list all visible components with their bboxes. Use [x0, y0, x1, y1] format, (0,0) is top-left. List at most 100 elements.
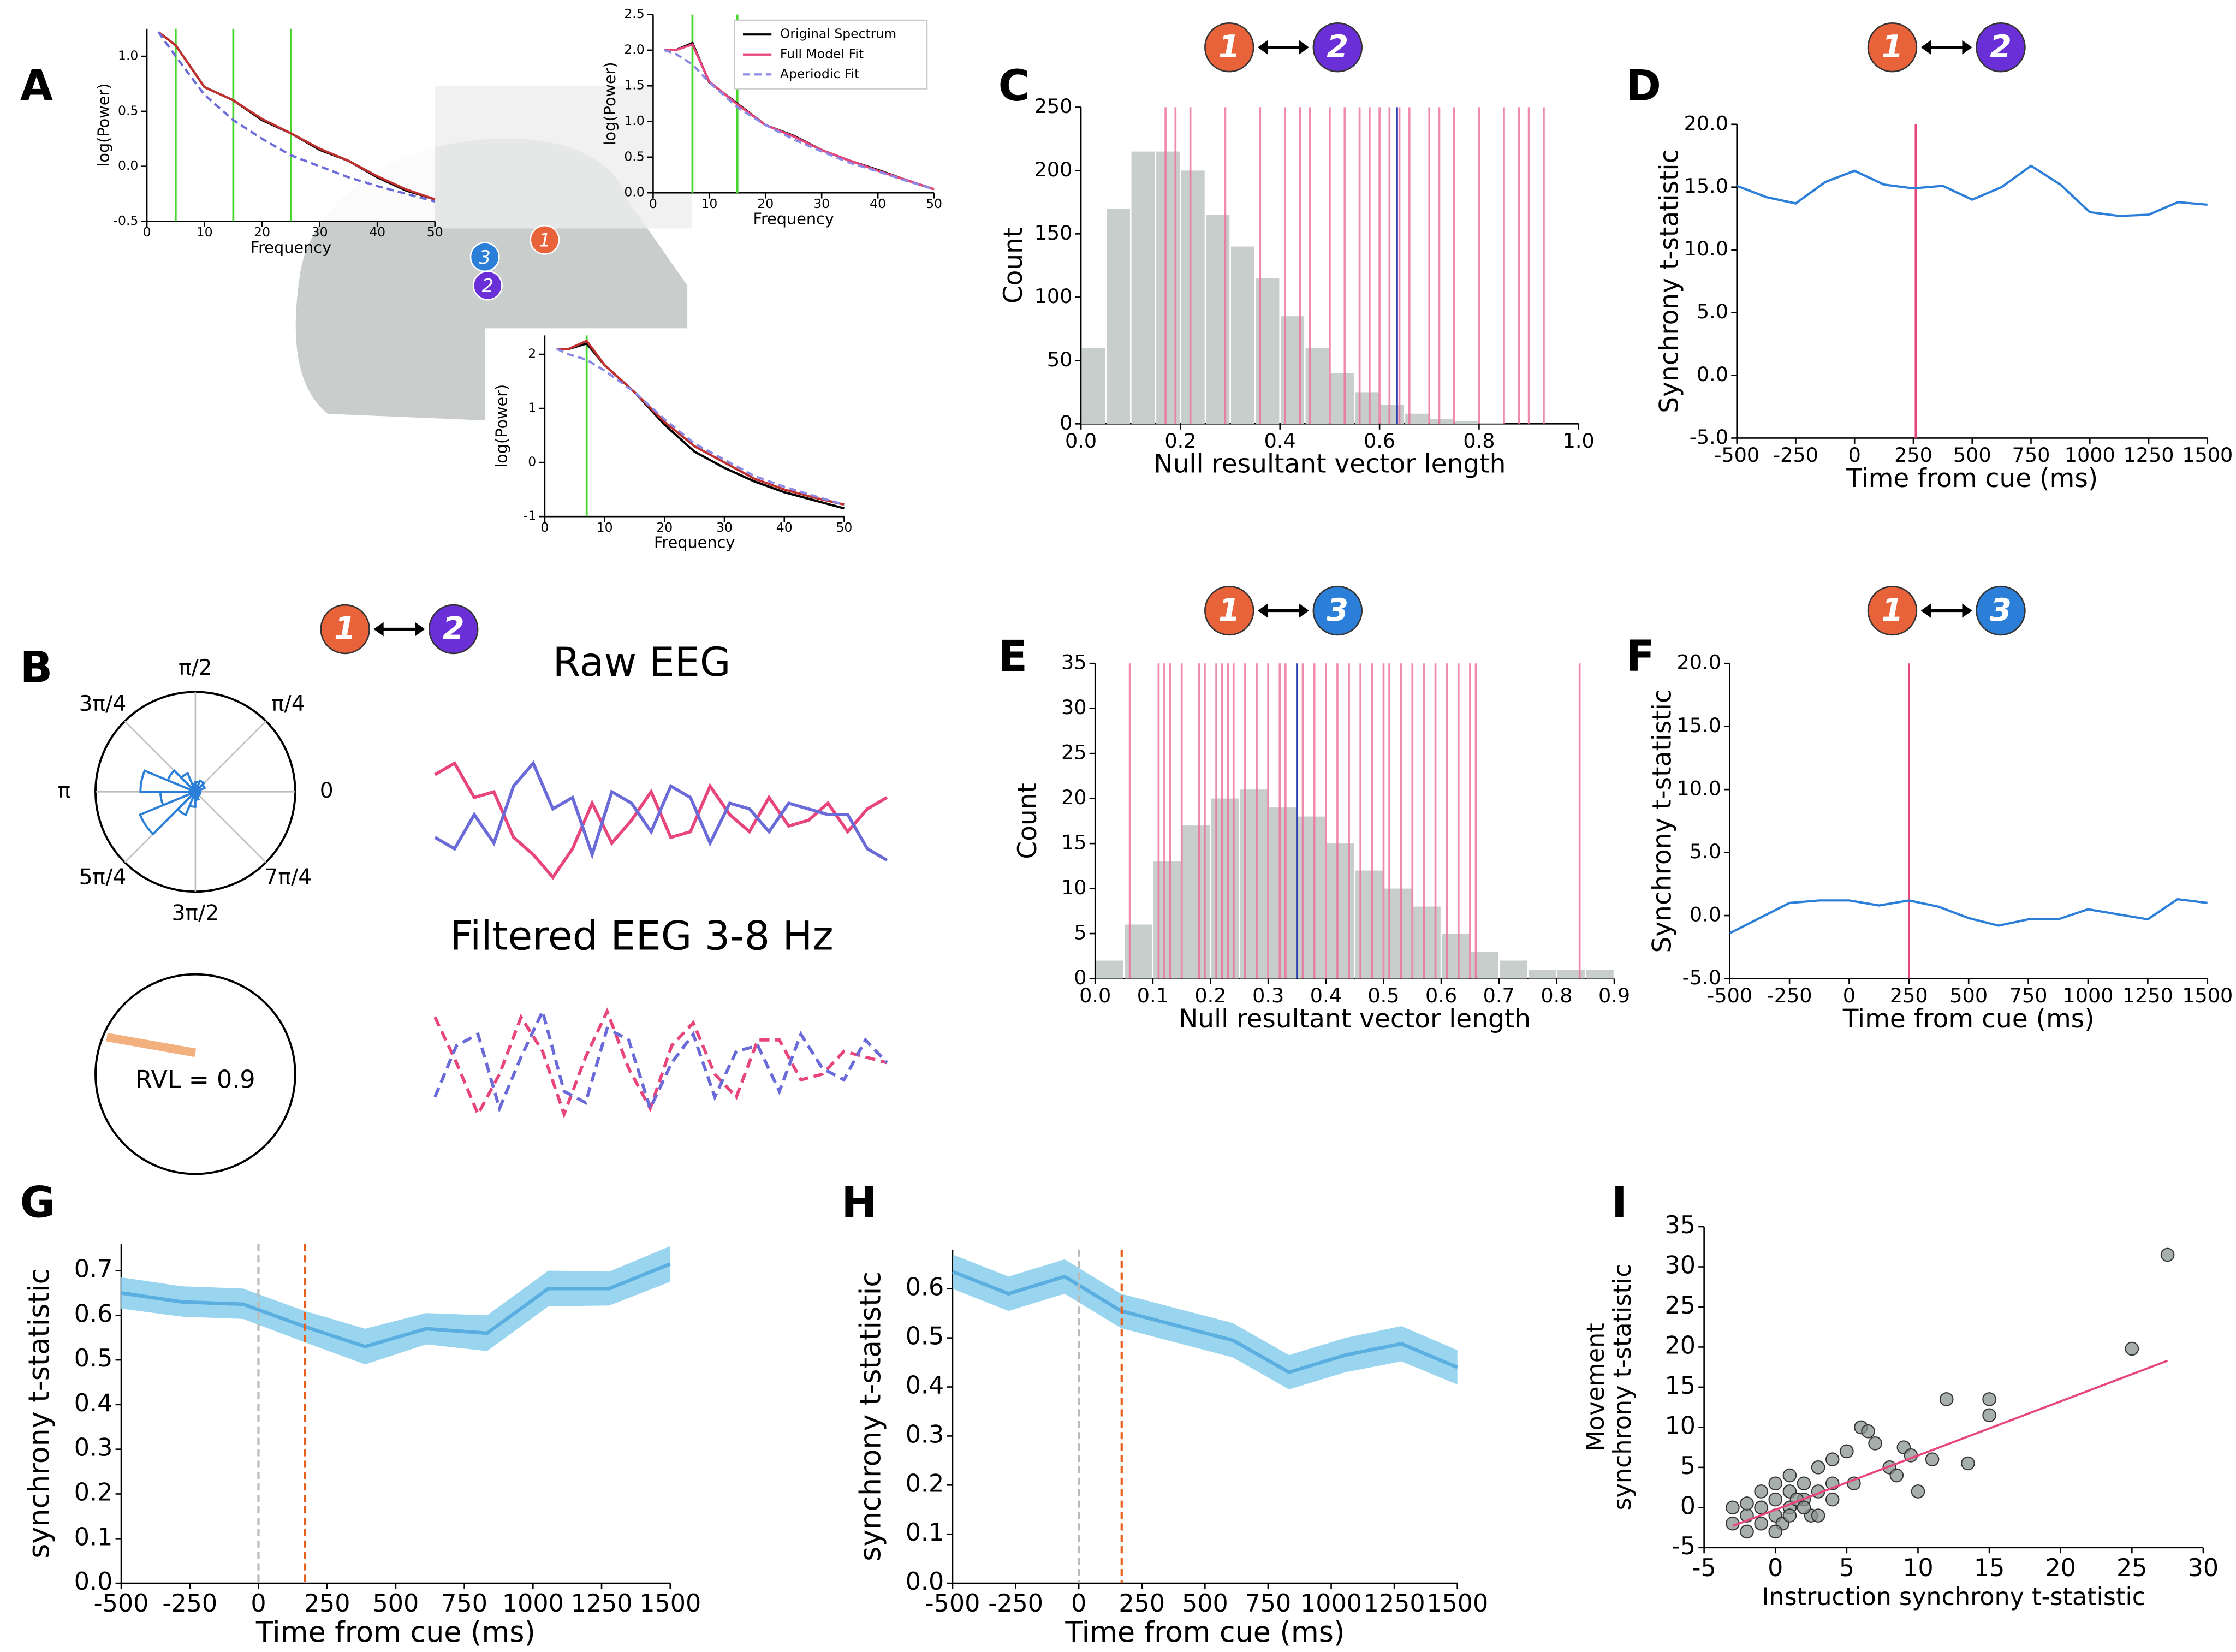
trace-title: Raw EEG [552, 639, 730, 686]
x-axis-label: Null resultant vector length [1179, 1004, 1531, 1034]
x-tick-label: 750 [441, 1590, 487, 1618]
y-tick-label: 10.0 [1677, 777, 1721, 800]
y-axis-label: log(Power) [492, 384, 510, 468]
scatter-point [1939, 1392, 1954, 1406]
rvl-label: RVL = 0.9 [135, 1066, 255, 1094]
y-tick-label: 5.0 [1697, 300, 1728, 323]
electrode-badge [1312, 22, 1363, 73]
electrode-badge [1867, 585, 1918, 636]
x-tick-label: 1000 [2062, 984, 2113, 1007]
x-tick-label: 0 [1071, 1590, 1086, 1618]
polar-grid [194, 721, 267, 793]
rvl-vector [106, 1033, 197, 1057]
x-tick-label: 0 [251, 1590, 266, 1618]
x-axis-label: Time from cue (ms) [1846, 463, 2098, 494]
y-tick-label: 1.0 [624, 113, 644, 128]
histogram-bar [1405, 413, 1429, 424]
legend-label: Aperiodic Fit [780, 66, 859, 81]
x-axis-label: Null resultant vector length [1153, 449, 1506, 479]
y-tick-label: 15.0 [1677, 714, 1721, 737]
fit-line [1732, 1359, 2168, 1527]
x-tick-label: 1250 [1364, 1590, 1425, 1618]
legend-label: Full Model Fit [780, 46, 864, 61]
y-tick-label: 15 [1664, 1372, 1696, 1400]
x-axis-label: Frequency [654, 533, 735, 552]
x-tick-label: 750 [1245, 1590, 1292, 1618]
series-line [121, 1262, 671, 1348]
panel-label: H [841, 1178, 877, 1227]
y-tick-label: -5 [1672, 1532, 1696, 1560]
x-tick-label: 30 [813, 196, 830, 211]
x-tick-label: 500 [373, 1590, 419, 1618]
y-tick-label: 15 [1061, 831, 1087, 854]
x-tick-label: -5 [1692, 1554, 1716, 1582]
y-tick-label: 20 [1061, 786, 1087, 809]
x-tick-label: 1000 [502, 1590, 564, 1618]
eeg-trace [434, 761, 888, 880]
y-tick-label: 0.0 [906, 1568, 944, 1596]
histogram-bar [1081, 348, 1105, 424]
series-line [664, 49, 935, 191]
angle-label: π/4 [271, 692, 305, 716]
x-tick-label: 30 [2188, 1554, 2219, 1582]
scatter-point [1982, 1408, 1996, 1423]
y-axis-label: Movement [1582, 1323, 1610, 1451]
x-tick-label: 20 [2045, 1554, 2076, 1582]
x-tick-label: 0 [1843, 984, 1856, 1007]
polar-bar [194, 791, 200, 801]
x-tick-label: 0.4 [1310, 984, 1342, 1007]
panel-label: D [1626, 61, 1661, 111]
series-line [556, 339, 845, 506]
histogram-bar [1430, 419, 1454, 424]
scatter-point [1768, 1492, 1783, 1507]
electrode-badge [1867, 22, 1918, 73]
scatter-point [1740, 1496, 1754, 1511]
histogram-bar [1479, 423, 1503, 424]
scatter-point [2160, 1247, 2175, 1262]
y-axis-label: Synchrony t-statistic [1647, 689, 1677, 953]
polar-bar [176, 791, 197, 817]
y-axis-label: Count [1013, 783, 1043, 859]
angle-label: 3π/2 [172, 901, 219, 925]
y-axis-label: log(Power) [600, 62, 619, 145]
x-tick-label: 500 [1182, 1590, 1228, 1618]
histogram-bar [1096, 960, 1123, 979]
x-axis-label: Instruction synchrony t-statistic [1762, 1583, 2145, 1611]
eeg-trace [434, 760, 888, 862]
electrode-label: 1 [334, 610, 356, 647]
electrode-badge [1204, 585, 1254, 636]
x-tick-label: -250 [1773, 443, 1818, 467]
y-tick-label: 35 [1061, 651, 1087, 674]
x-tick-label: 0 [540, 520, 549, 535]
angle-label: 7π/4 [264, 865, 312, 890]
scatter-point [1782, 1508, 1797, 1523]
polar-bar [195, 791, 201, 795]
eeg-trace [433, 1007, 888, 1113]
y-tick-label: 0.0 [118, 158, 138, 173]
y-tick-label: 1 [528, 400, 536, 415]
y-axis-label: synchrony t-statistic [1609, 1264, 1637, 1510]
x-tick-label: 0.8 [1541, 984, 1572, 1007]
x-tick-label: 1500 [2182, 443, 2233, 467]
x-tick-label: 0.7 [1483, 984, 1515, 1007]
y-tick-label: 15.0 [1684, 174, 1728, 198]
x-tick-label: -250 [162, 1590, 217, 1618]
x-axis-label: Time from cue (ms) [255, 1616, 536, 1649]
polar-bar [188, 791, 197, 808]
scatter-point [1768, 1524, 1783, 1539]
y-tick-label: 0 [1060, 411, 1072, 435]
electrode-label: 2 [443, 610, 465, 647]
x-axis-label: Frequency [251, 238, 331, 257]
x-tick-label: 0 [649, 196, 657, 211]
scatter-point [2125, 1341, 2139, 1356]
series-line [952, 1270, 1458, 1375]
electrode-label: 3 [1990, 592, 2012, 628]
y-tick-label: 2.0 [624, 41, 644, 57]
y-tick-label: 10 [1664, 1412, 1696, 1440]
y-tick-label: 30 [1664, 1252, 1696, 1280]
y-tick-label: 0.2 [74, 1478, 113, 1506]
angle-label: 5π/4 [79, 865, 127, 890]
x-tick-label: 0.6 [1425, 984, 1457, 1007]
histogram-bar [1230, 246, 1254, 424]
x-tick-label: 250 [1894, 443, 1932, 467]
